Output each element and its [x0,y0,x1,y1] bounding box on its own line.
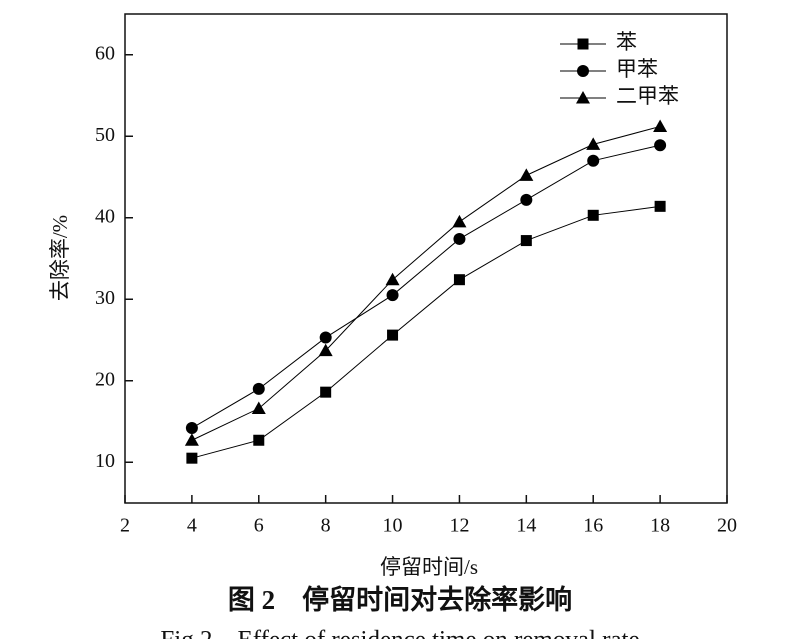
caption: 图 2 停留时间对去除率影响 [228,584,572,615]
marker-square [520,235,532,247]
series-line [191,144,661,429]
marker-circle [185,422,198,435]
marker-triangle [251,401,266,414]
marker-circle [577,65,589,77]
legend-label: 甲苯 [616,57,658,81]
marker-triangle [519,168,534,181]
marker-square [186,452,198,464]
marker-triangle [452,214,467,228]
marker-circle [520,193,533,206]
marker-circle [252,382,265,395]
marker-circle [386,289,399,302]
marker-circle [319,331,332,344]
y-tick-label: 50 [95,124,115,146]
x-tick-label: 6 [254,515,264,537]
plot-frame [124,13,728,504]
marker-square [654,200,666,212]
marker-square [387,329,399,341]
y-axis-label: 去除率/% [48,215,72,301]
series-line [191,205,661,459]
marker-circle [654,139,667,152]
y-tick-label: 10 [95,450,115,472]
x-tick-label: 14 [516,515,536,537]
marker-triangle [653,119,668,132]
x-tick-label: 12 [449,515,469,537]
marker-triangle [576,91,590,104]
marker-square [253,434,265,446]
marker-triangle [385,272,400,286]
x-tick-label: 10 [383,515,403,537]
legend-label: 二甲苯 [616,84,679,108]
series-line [191,125,661,441]
marker-circle [587,154,600,167]
marker-square [577,38,589,50]
y-tick-label: 60 [95,42,115,64]
y-tick-label: 20 [95,368,115,390]
marker-circle [453,232,466,245]
marker-square [587,209,599,221]
marker-square [320,386,332,398]
x-tick-label: 2 [120,515,130,537]
x-tick-label: 4 [187,515,197,537]
marker-triangle [184,433,199,446]
marker-square [453,274,465,286]
y-tick-label: 30 [95,287,115,309]
x-tick-label: 18 [650,515,670,537]
x-tick-label: 16 [583,515,603,537]
x-tick-label: 8 [321,515,331,537]
caption-en: Fig.2 Effect of residence time on remova… [160,627,639,639]
y-tick-label: 40 [95,205,115,227]
x-axis-label: 停留时间/s [380,555,478,579]
marker-triangle [586,137,601,150]
legend-label: 苯 [616,30,637,54]
x-tick-label: 20 [717,515,737,537]
marker-triangle [318,343,333,357]
